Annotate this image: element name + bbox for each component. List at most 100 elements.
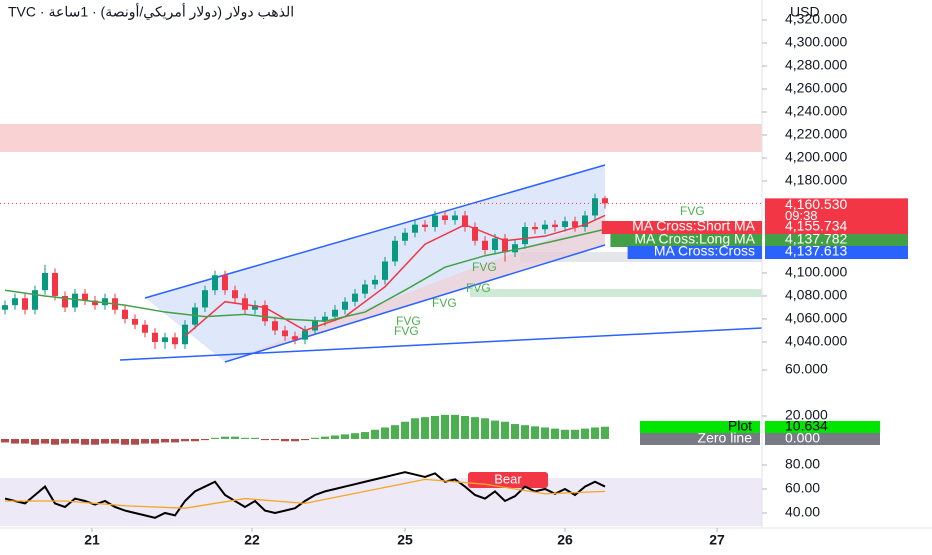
moving-average: [184, 214, 606, 337]
histogram-bar: [71, 438, 79, 444]
candle-body: [102, 298, 108, 306]
legend-value-box: [765, 433, 880, 445]
candle-body: [262, 305, 268, 322]
y-tick-label: 4,180.000: [785, 172, 847, 188]
trend-line: [119, 327, 763, 361]
candle-body: [602, 198, 608, 204]
candle-body: [32, 290, 38, 310]
histogram-bar: [31, 438, 39, 445]
candle-body: [412, 224, 418, 233]
histogram-bar: [171, 438, 179, 443]
candle-body: [232, 290, 238, 299]
histogram-bar: [461, 415, 469, 439]
candle-body: [372, 279, 378, 285]
histogram-bar: [331, 435, 339, 439]
histogram-bar: [481, 418, 489, 439]
channel-line: [144, 164, 606, 299]
last-price: 4,160.530: [785, 196, 847, 212]
fvg-zone: [470, 289, 762, 297]
candle-body: [422, 224, 428, 227]
candle-body: [382, 261, 388, 280]
annotation: FVG: [396, 314, 421, 328]
y-tick-label: 4,300.000: [785, 34, 847, 50]
histogram-bar: [151, 438, 159, 444]
histogram-bar: [301, 438, 309, 441]
histogram-bar: [351, 433, 359, 439]
histogram-bar: [101, 438, 109, 444]
histogram-bar: [551, 428, 559, 439]
candle-body: [432, 215, 438, 227]
histogram-bar: [211, 437, 219, 439]
channel-line: [224, 244, 606, 363]
candle-body: [492, 238, 498, 250]
histogram-bar: [281, 438, 289, 442]
histogram-bar: [491, 420, 499, 439]
histogram-bar: [391, 425, 399, 439]
y-tick-label: 4,080.000: [785, 287, 847, 303]
candle-body: [222, 275, 228, 291]
histogram-bar: [581, 428, 589, 439]
marker-value: 4,137.782: [785, 231, 847, 247]
annotation: FVG: [680, 204, 705, 218]
candle-body: [42, 272, 48, 291]
histogram-bar: [561, 429, 569, 439]
rsi-line: [5, 478, 606, 509]
histogram-bar: [191, 438, 199, 442]
candle-body: [172, 337, 178, 345]
histogram-bar: [21, 438, 29, 444]
candle-body: [282, 330, 288, 337]
candle-body: [202, 290, 208, 308]
histogram-bar: [401, 421, 409, 439]
candle-body: [302, 330, 308, 340]
chart-title: TVC · الذهب دولار (دولار أمريكي/أونصة) ·…: [8, 2, 294, 21]
marker-value-box: [765, 246, 908, 259]
histogram-bar: [601, 426, 609, 439]
histogram-bar: [1, 438, 9, 443]
y-tick-label: 40.00: [785, 504, 820, 520]
candle-body: [562, 221, 568, 227]
histogram-bar: [321, 436, 329, 439]
candle-body: [152, 332, 158, 342]
candle-body: [352, 293, 358, 302]
candle-body: [462, 215, 468, 227]
rsi-band: [0, 478, 762, 526]
histogram-bar: [271, 438, 279, 441]
candle-body: [502, 238, 508, 253]
candle-body: [362, 284, 368, 294]
marker-value: 4,137.613: [785, 243, 847, 259]
bear-label: Bear: [494, 471, 522, 486]
candle-body: [542, 224, 548, 230]
x-tick-label: 21: [84, 532, 100, 548]
candle-body: [392, 240, 398, 262]
legend-value: 0.000: [785, 430, 820, 446]
candle-body: [162, 337, 168, 342]
candle-body: [122, 309, 128, 319]
histogram-bar: [451, 414, 459, 439]
legend-name-box: [640, 421, 760, 433]
marker-name: MA Cross:Long MA: [634, 231, 755, 247]
candle-body: [292, 336, 298, 340]
histogram-bar: [501, 421, 509, 439]
histogram-bar: [311, 437, 319, 439]
y-tick-label: 4,060.000: [785, 310, 847, 326]
histogram-bar: [41, 438, 49, 444]
histogram-bar: [11, 438, 19, 444]
histogram-bar: [221, 436, 229, 439]
candle-body: [62, 295, 68, 308]
candle-body: [582, 215, 588, 227]
marker-name-box: [601, 221, 762, 234]
candle-body: [592, 198, 598, 216]
candle-body: [552, 224, 558, 227]
y-tick-label: 60.000: [785, 361, 828, 377]
candle-body: [252, 305, 258, 310]
y-tick-label: 4,280.000: [785, 57, 847, 73]
candle-body: [92, 300, 98, 306]
y-tick-label: 60.00: [785, 480, 820, 496]
histogram-bar: [81, 438, 89, 445]
candle-body: [182, 324, 188, 345]
candle-body: [212, 275, 218, 291]
candle-body: [342, 301, 348, 310]
candle-body: [402, 232, 408, 241]
y-tick-label: 20.000: [785, 407, 828, 423]
legend-value-box: [765, 421, 880, 433]
